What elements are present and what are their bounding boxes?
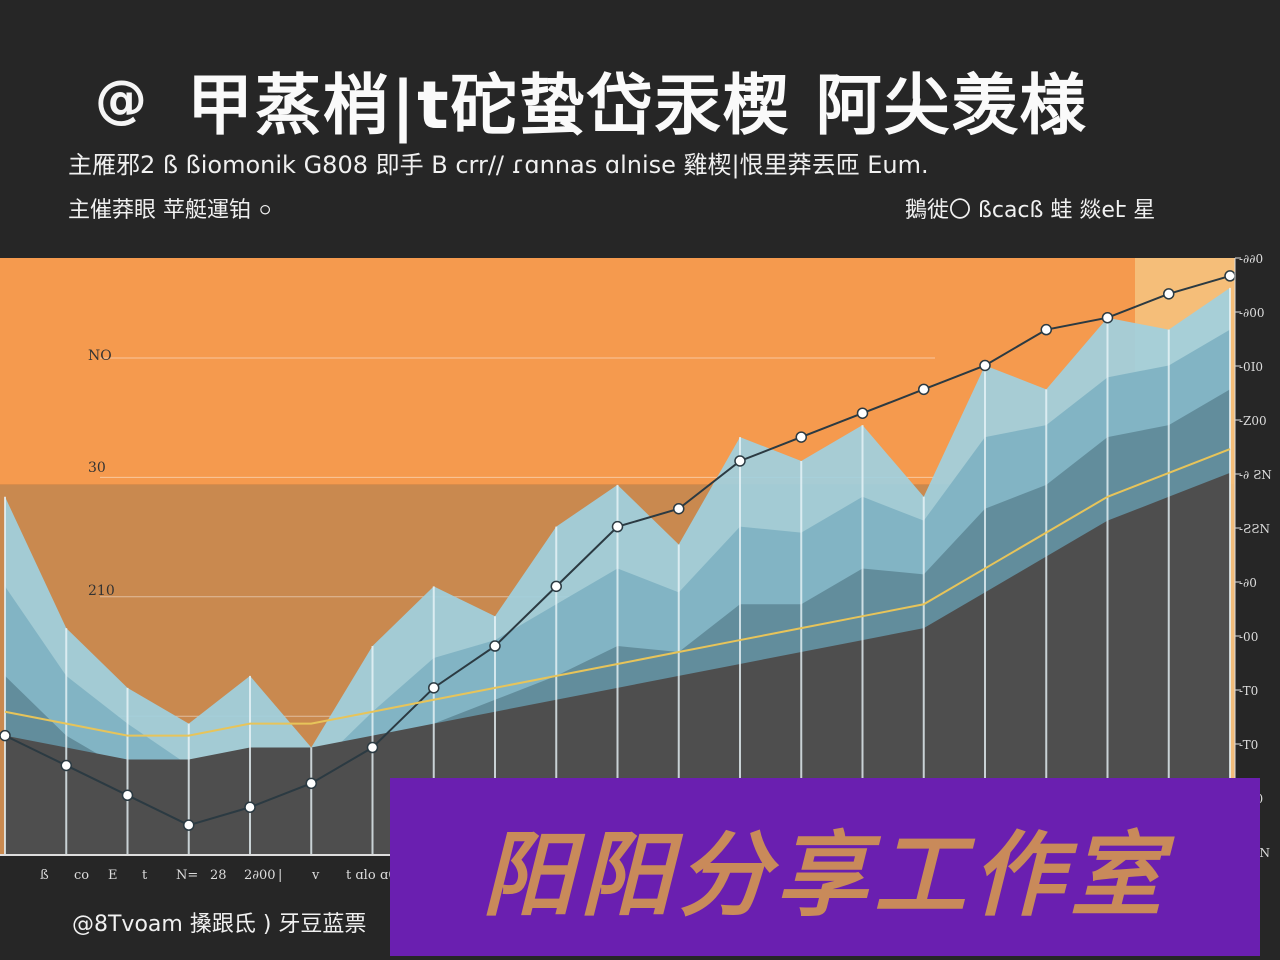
x-tick-label: co (74, 868, 89, 883)
x-tick-label: ß (40, 868, 49, 883)
y-tick-label-right: -00 (1239, 630, 1258, 644)
trend-point (244, 801, 256, 813)
trend-point (856, 407, 869, 419)
y-tick-label-right: -∂00 (1239, 306, 1265, 320)
x-tick-label: N= (176, 868, 198, 883)
trend-point (489, 640, 501, 652)
trend-point (60, 759, 72, 772)
chart-header: @ 甲蒸梢|t砣蛰岱汞楔 阿尖羡様 主雁邪2 ß ßiomonik G808 即… (0, 0, 1280, 250)
trend-point (673, 502, 685, 515)
trend-point (366, 741, 379, 754)
trend-point (611, 520, 624, 533)
chart-title: 甲蒸梢|t砣蛰岱汞楔 阿尖羡様 (187, 67, 1088, 144)
y-tick-label-right: -0I0 (1239, 360, 1263, 374)
x-tick-label: | (278, 868, 282, 883)
trend-point (918, 383, 930, 396)
trend-point (1224, 270, 1236, 282)
watermark-text: 阳阳分享工作室 (481, 821, 1168, 929)
trend-point (734, 455, 746, 467)
y-tick-label-right: -∂0 (1239, 576, 1257, 590)
x-tick-label: v (311, 868, 320, 883)
x-tick-label: 28 (210, 868, 227, 883)
y-tick-label-right: -ƧƧN (1239, 522, 1270, 536)
x-tick-label: t (142, 868, 148, 883)
y-tick-label-left: 30 (88, 460, 106, 476)
y-tick-label-right: -∂∂0 (1239, 252, 1263, 266)
chart-subtitle-line-1: 主雁邪2 ß ßiomonik G808 即手 B crr// ɾɑnnas ɑ… (68, 151, 929, 179)
y-tick-label-right: -∂ ƧN (1239, 468, 1272, 482)
baseline-curve (4, 448, 1231, 737)
y-tick-label-right: -T0 (1239, 738, 1258, 752)
trend-point (428, 682, 440, 694)
title-row: @ 甲蒸梢|t砣蛰岱汞楔 阿尖羡様 (95, 52, 1088, 148)
trend-point (795, 431, 807, 443)
x-tick-label: t ɑlo (346, 868, 376, 883)
trend-point (183, 819, 195, 831)
trend-point (550, 580, 562, 593)
trend-point (979, 359, 991, 372)
trend-point (305, 777, 317, 790)
x-tick-label: E (108, 868, 118, 883)
trend-point (1040, 323, 1052, 336)
x-tick-label: 2∂00 (244, 868, 276, 883)
footer-caption: @8Tvoam 搡跟氐 ) 牙豆蓝票 (72, 912, 367, 937)
trend-point (1101, 311, 1114, 324)
watermark-banner: 阳阳分享工作室 (390, 778, 1260, 956)
y-tick-label-right: -T0 (1239, 684, 1258, 698)
chart-subtitle-line-2: 主催莽眼 苹艇運铂 ০ (68, 198, 273, 223)
chart-subtitle-right: 鵝徙〇 ßcacß 蛙 燚eէ 星 (905, 198, 1156, 223)
y-tick-label-left: NO (88, 348, 112, 364)
y-tick-label-left: 210 (88, 583, 115, 599)
trend-point (1163, 288, 1175, 300)
trend-point (0, 729, 11, 742)
trend-point (121, 789, 134, 802)
at-icon: @ (95, 70, 147, 130)
y-tick-label-right: -Z00 (1239, 414, 1267, 428)
